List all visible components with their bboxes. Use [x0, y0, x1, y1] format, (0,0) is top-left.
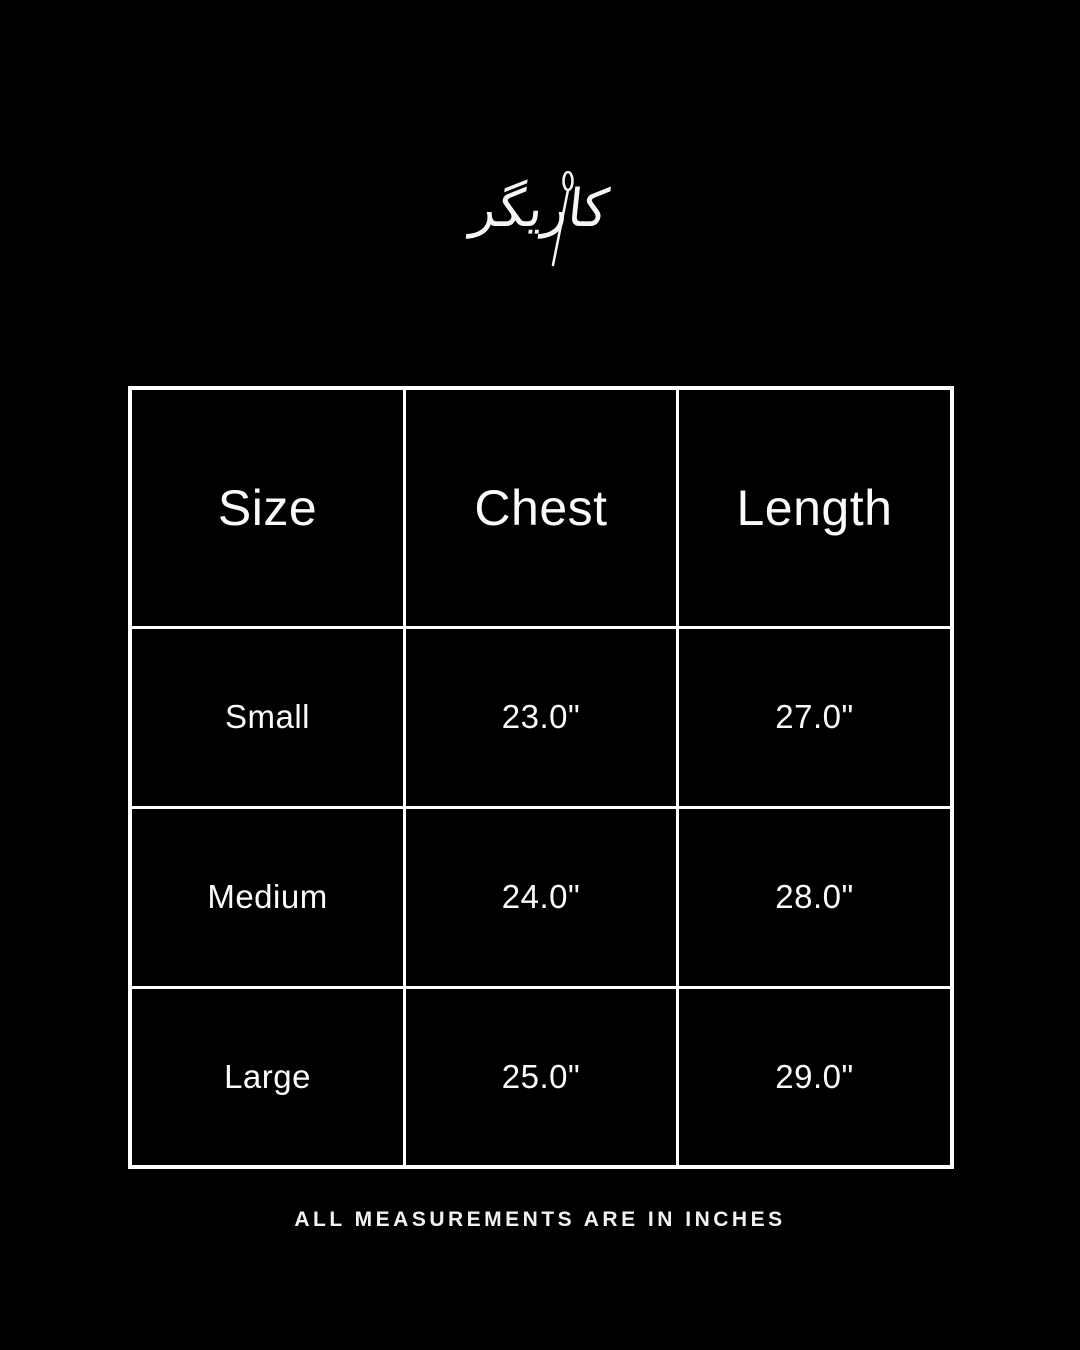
brand-logo-text: کاریگر — [468, 179, 612, 239]
cell-size-large: Large — [128, 985, 407, 1169]
column-header-length: Length — [675, 386, 954, 629]
cell-length-small: 27.0" — [675, 625, 954, 809]
cell-chest-large: 25.0" — [403, 985, 679, 1169]
cell-size-small: Small — [128, 625, 407, 809]
cell-length-medium: 28.0" — [675, 805, 954, 989]
cell-size-medium: Medium — [128, 805, 407, 989]
cell-length-large: 29.0" — [675, 985, 954, 1169]
cell-chest-small: 23.0" — [403, 625, 679, 809]
column-header-chest: Chest — [403, 386, 679, 629]
table-header-row: Size Chest Length — [128, 386, 954, 629]
footer-note: ALL MEASUREMENTS ARE IN INCHES — [294, 1208, 786, 1231]
column-header-size: Size — [128, 386, 407, 629]
table-row-large: Large 25.0" 29.0" — [128, 985, 954, 1169]
brand-logo: کاریگر — [0, 171, 1080, 267]
size-chart-table: Size Chest Length Small 23.0" 27.0" Medi… — [128, 386, 954, 1169]
cell-chest-medium: 24.0" — [403, 805, 679, 989]
table-row-small: Small 23.0" 27.0" — [128, 625, 954, 809]
table-row-medium: Medium 24.0" 28.0" — [128, 805, 954, 989]
